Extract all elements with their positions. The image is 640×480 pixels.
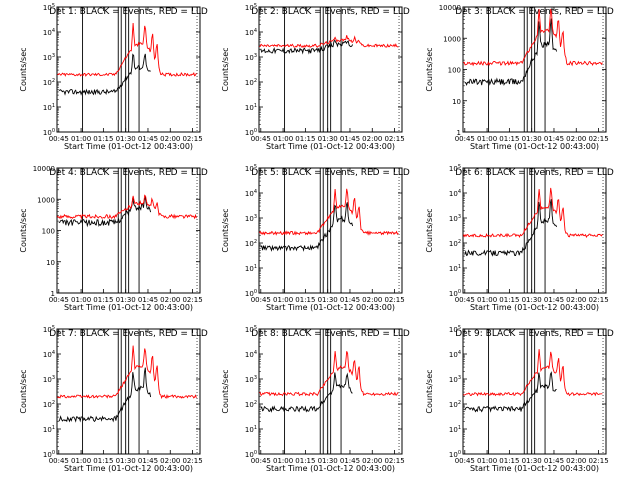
y-tick-label: 100 [42, 228, 55, 236]
y-tick-label: 103 [245, 214, 257, 223]
y-tick-label: 103 [43, 375, 55, 384]
series-line-lld [57, 346, 196, 398]
x-axis-label: Start Time (01-Oct-12 00:43:00) [470, 303, 599, 312]
detector-panel-5: Det 5: BLACK = Events, RED = LLD10010110… [221, 164, 410, 312]
detector-panel-9: Det 9: BLACK = Events, RED = LLD10010110… [425, 325, 614, 473]
y-tick-label: 102 [245, 239, 257, 248]
y-tick-label: 101 [245, 264, 257, 273]
series-line-events [261, 373, 353, 412]
y-tick-label: 101 [449, 264, 461, 273]
y-tick-label: 103 [449, 214, 461, 223]
y-tick-label: 102 [43, 400, 55, 409]
y-tick-label: 103 [449, 375, 461, 384]
y-tick-label: 103 [245, 375, 257, 384]
series-line-lld [463, 188, 602, 237]
series-line-events [465, 373, 557, 412]
y-axis-label: Counts/sec [19, 47, 28, 91]
y-tick-label: 103 [245, 53, 257, 62]
detector-panel-2: Det 2: BLACK = Events, RED = LLD10010110… [221, 3, 410, 151]
x-axis-label: Start Time (01-Oct-12 00:43:00) [470, 464, 599, 473]
x-axis-label: Start Time (01-Oct-12 00:43:00) [64, 142, 193, 151]
detector-panel-4: Det 4: BLACK = Events, RED = LLD11010010… [19, 165, 208, 312]
y-tick-label: 101 [245, 425, 257, 434]
y-axis-label: Counts/sec [221, 47, 230, 91]
y-axis-label: Counts/sec [425, 369, 434, 413]
y-tick-label: 10000 [33, 165, 55, 173]
series-line-lld [463, 349, 602, 395]
y-tick-label: 104 [245, 28, 257, 37]
series-line-lld [463, 9, 602, 65]
y-tick-label: 102 [449, 400, 461, 409]
y-tick-label: 102 [449, 239, 461, 248]
y-axis-label: Counts/sec [19, 208, 28, 252]
series-line-events [465, 199, 557, 255]
detector-panel-6: Det 6: BLACK = Events, RED = LLD10010110… [425, 164, 614, 312]
y-tick-label: 101 [43, 103, 55, 112]
x-axis-label: Start Time (01-Oct-12 00:43:00) [266, 142, 395, 151]
detector-panel-1: Det 1: BLACK = Events, RED = LLD10010110… [19, 3, 208, 151]
series-line-lld [259, 351, 398, 395]
detector-panel-8: Det 8: BLACK = Events, RED = LLD10010110… [221, 325, 410, 473]
detector-grid: Det 1: BLACK = Events, RED = LLD10010110… [0, 0, 640, 480]
series-line-events [465, 19, 557, 86]
x-axis-label: Start Time (01-Oct-12 00:43:00) [266, 303, 395, 312]
series-line-lld [57, 195, 196, 218]
y-tick-label: 10 [452, 98, 461, 106]
series-line-events [59, 368, 151, 422]
y-tick-label: 102 [43, 78, 55, 87]
y-tick-label: 104 [449, 350, 461, 359]
y-tick-label: 101 [449, 425, 461, 434]
y-tick-label: 104 [245, 189, 257, 198]
y-tick-label: 100 [448, 67, 461, 75]
y-tick-label: 102 [245, 400, 257, 409]
y-tick-label: 101 [245, 103, 257, 112]
y-axis-label: Counts/sec [221, 208, 230, 252]
y-tick-label: 10000 [439, 4, 461, 12]
x-axis-label: Start Time (01-Oct-12 00:43:00) [266, 464, 395, 473]
series-line-events [59, 198, 151, 226]
detector-panel-7: Det 7: BLACK = Events, RED = LLD10010110… [19, 325, 208, 473]
x-axis-label: Start Time (01-Oct-12 00:43:00) [64, 303, 193, 312]
series-line-lld [259, 189, 398, 235]
y-axis-label: Counts/sec [19, 369, 28, 413]
y-axis-label: Counts/sec [425, 208, 434, 252]
y-tick-label: 1000 [37, 196, 55, 204]
y-tick-label: 104 [43, 28, 55, 37]
y-tick-label: 104 [245, 350, 257, 359]
y-tick-label: 104 [43, 350, 55, 359]
y-tick-label: 1000 [443, 35, 461, 43]
y-axis-label: Counts/sec [221, 369, 230, 413]
x-axis-label: Start Time (01-Oct-12 00:43:00) [64, 464, 193, 473]
y-tick-label: 104 [449, 189, 461, 198]
series-line-events [261, 202, 353, 250]
y-tick-label: 10 [46, 259, 55, 267]
y-axis-label: Counts/sec [425, 47, 434, 91]
y-tick-label: 101 [43, 425, 55, 434]
y-tick-label: 103 [43, 53, 55, 62]
series-line-events [261, 40, 353, 53]
detector-panel-3: Det 3: BLACK = Events, RED = LLD11010010… [425, 4, 614, 151]
x-axis-label: Start Time (01-Oct-12 00:43:00) [470, 142, 599, 151]
y-tick-label: 102 [245, 78, 257, 87]
series-line-lld [57, 23, 196, 76]
